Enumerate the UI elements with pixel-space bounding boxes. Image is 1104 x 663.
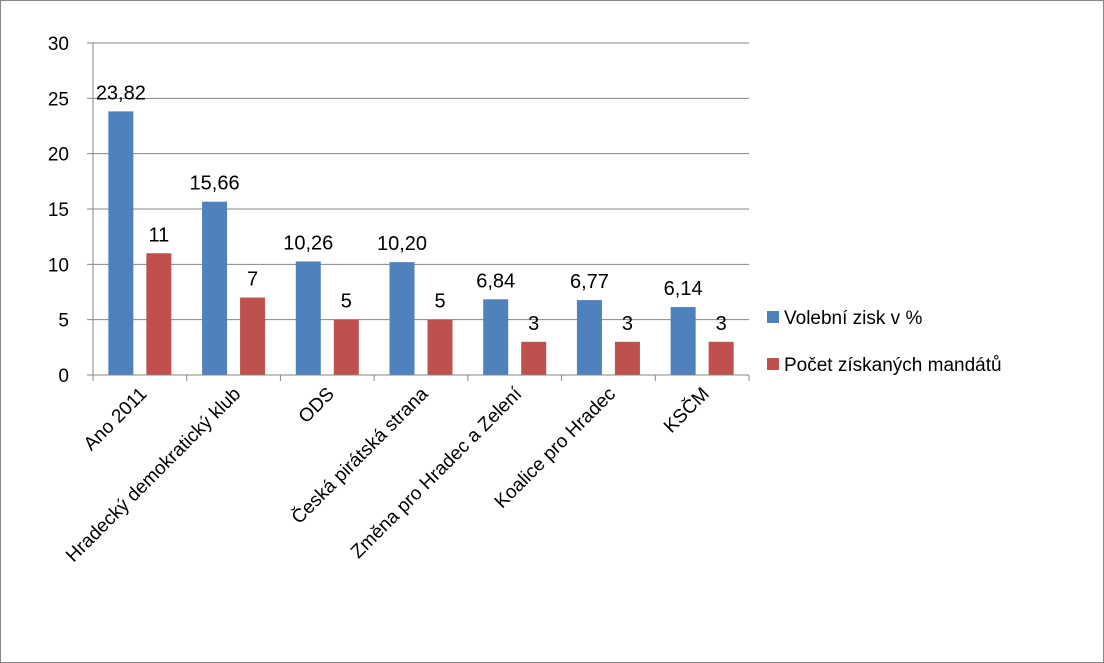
y-tick-label: 15 [48,200,69,221]
data-labels: 23,82 11 15,66 7 10,26 5 10,20 5 6,84 3 6,77 3 6,14 3 [96,82,727,334]
data-label-volebni-zisk: 10,26 [283,232,333,254]
legend: Volební zisk v % Počet získaných mandátů [767,308,1002,376]
category-label: ODS [295,384,339,428]
bar-volebni-zisk [670,307,696,375]
legend-swatch-pocet-mandatu [767,358,779,370]
y-tick-label: 10 [48,255,69,276]
category-label: Hradecký demokratický klub [62,384,245,567]
data-label-volebni-zisk: 6,77 [570,271,609,293]
data-label-volebni-zisk: 23,82 [96,82,146,104]
legend-label-pocet-mandatu: Počet získaných mandátů [784,355,1002,376]
bar-pocet-mandatu [708,341,734,375]
bar-volebni-zisk [389,262,415,375]
legend-label-volebni-zisk: Volební zisk v % [784,308,922,329]
category-label: KSČM [659,383,713,437]
data-label-volebni-zisk: 6,14 [664,278,703,300]
category-label: Změna pro Hradec a Zelení [347,383,527,563]
data-label-volebni-zisk: 15,66 [190,173,240,195]
bar-volebni-zisk [576,300,602,375]
bar-volebni-zisk [295,261,321,375]
y-tick-label: 30 [48,34,69,55]
bar-volebni-zisk [483,299,509,375]
data-label-pocet-mandatu: 3 [528,313,539,335]
bars [108,111,734,375]
bar-pocet-mandatu [521,341,547,375]
data-label-pocet-mandatu: 3 [716,313,727,335]
y-tick-label: 25 [48,89,69,110]
data-label-pocet-mandatu: 11 [148,224,169,246]
data-label-pocet-mandatu: 7 [247,269,258,291]
category-label: Ano 2011 [80,384,151,455]
legend-swatch-volebni-zisk [767,311,779,323]
data-label-pocet-mandatu: 5 [341,291,352,313]
y-tick-label: 0 [58,366,69,387]
bar-pocet-mandatu [333,319,359,375]
data-label-pocet-mandatu: 3 [622,313,633,335]
data-label-pocet-mandatu: 5 [434,291,445,313]
bar-volebni-zisk [202,201,228,375]
data-label-volebni-zisk: 10,20 [377,233,427,255]
bar-pocet-mandatu [427,319,453,375]
data-label-volebni-zisk: 6,84 [476,270,515,292]
bar-pocet-mandatu [240,297,266,375]
bar-pocet-mandatu [614,341,640,375]
y-tick-label: 5 [58,311,69,332]
bar-pocet-mandatu [146,253,172,375]
y-tick-label: 20 [48,145,69,166]
bar-volebni-zisk [108,111,134,375]
